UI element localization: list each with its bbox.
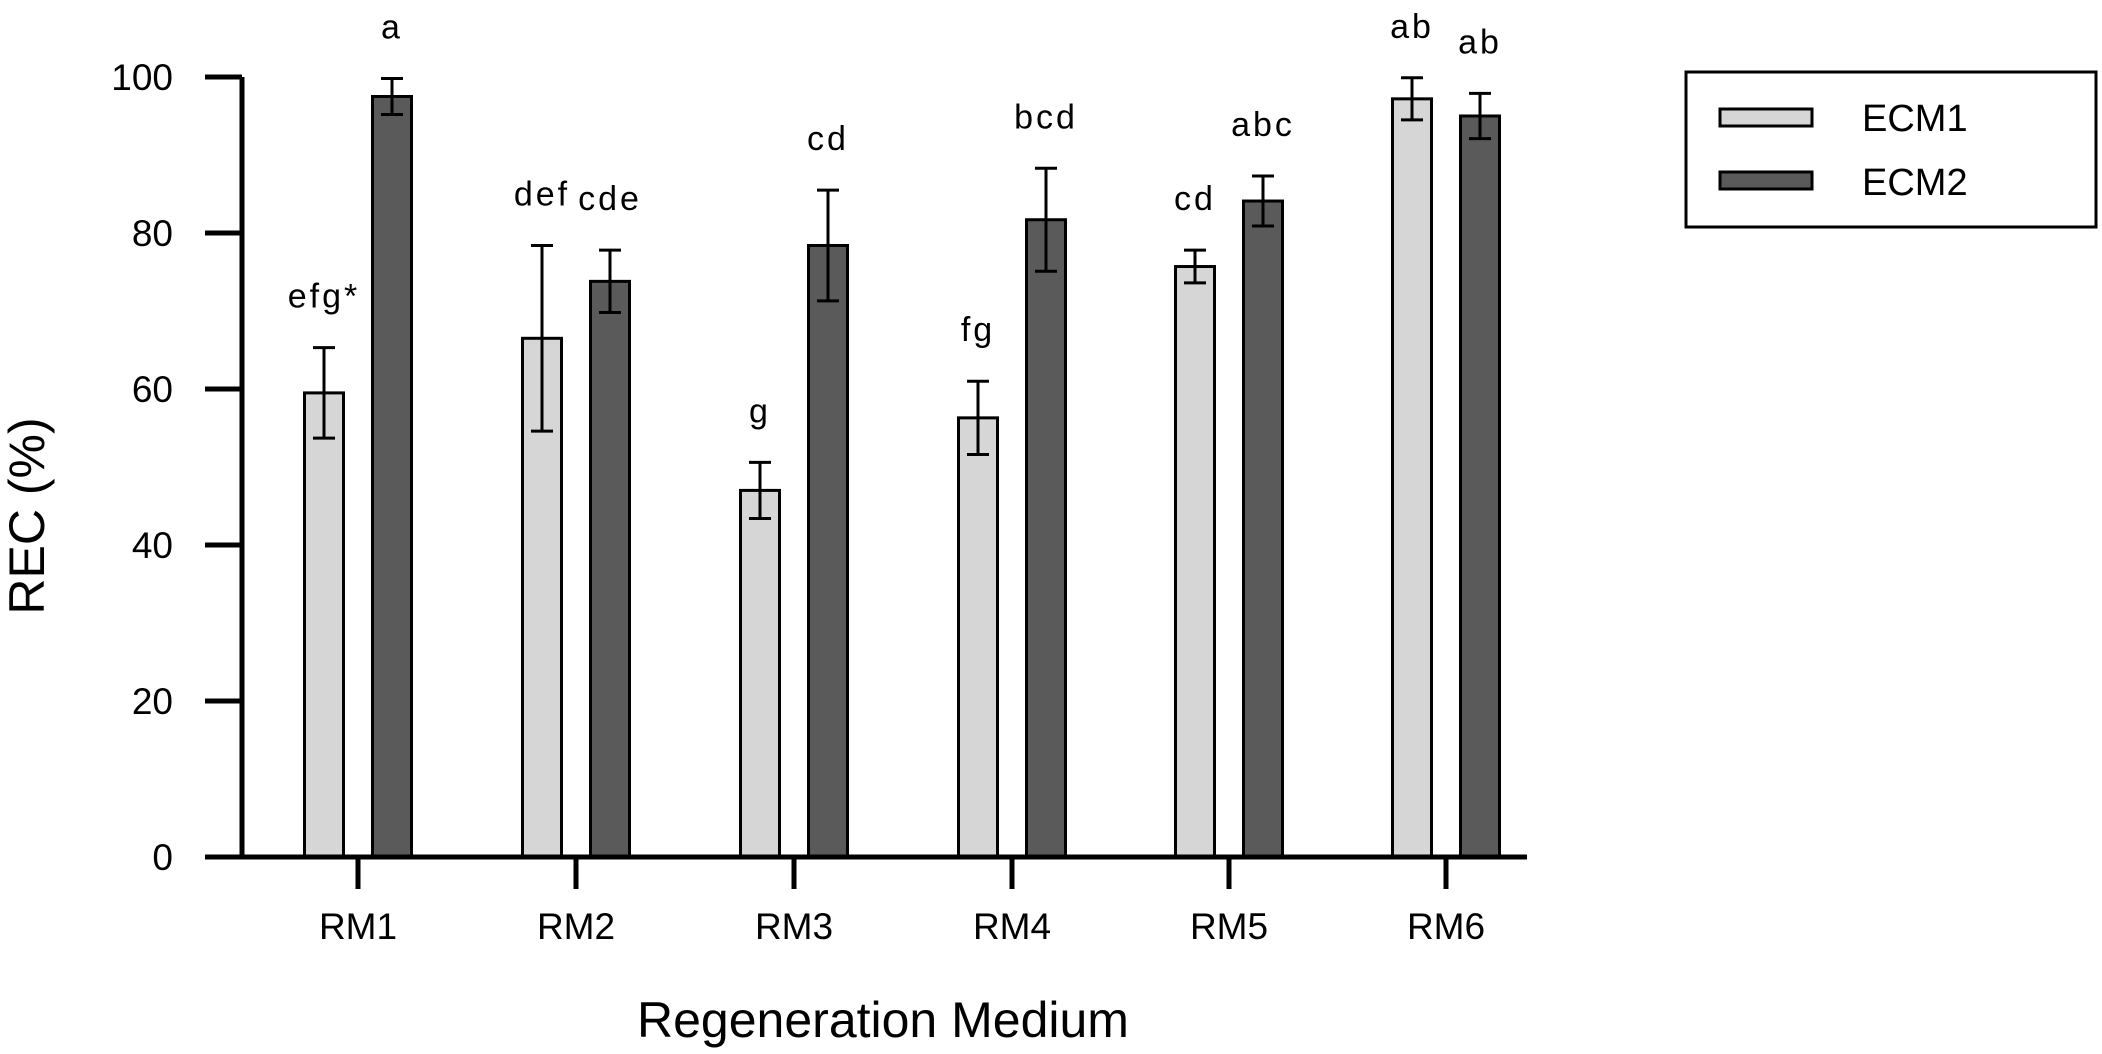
x-tick-label-rm1: RM1 [319, 906, 397, 947]
bar-ecm1-rm3 [739, 488, 781, 859]
significance-label-ecm1-rm2: def [514, 175, 570, 213]
x-tick-label-rm2: RM2 [537, 906, 615, 947]
significance-label-ecm1-rm5: cd [1174, 180, 1216, 218]
x-tick-label-rm3: RM3 [755, 906, 833, 947]
significance-label-ecm2-rm3: cd [807, 120, 849, 158]
significance-label-ecm2-rm5: abc [1231, 106, 1295, 144]
bar-ecm2-rm5 [1242, 199, 1284, 859]
y-tick-label-100: 100 [111, 57, 173, 98]
y-tick-label-60: 60 [132, 369, 173, 410]
significance-label-ecm2-rm4: bcd [1014, 98, 1078, 136]
legend-swatch-ecm2 [1718, 170, 1814, 191]
bar-ecm2-rm6 [1459, 114, 1501, 859]
y-axis-title: REC (%) [0, 417, 55, 614]
legend-swatch-ecm1 [1718, 107, 1814, 128]
plot-area: efg* def g fg cd ab a cde cd bcd abc ab [288, 8, 1502, 859]
bar-ecm2-rm3 [807, 243, 849, 859]
significance-label-ecm1-rm4: fg [961, 311, 995, 349]
y-axis: 0 20 40 60 80 100 [111, 57, 245, 878]
bar-ecm1-rm4 [957, 416, 999, 859]
bar-ecm1-rm5 [1174, 265, 1216, 859]
y-tick-label-40: 40 [132, 525, 173, 566]
significance-label-ecm1-rm3: g [749, 392, 771, 430]
significance-label-ecm2-rm1: a [381, 9, 403, 47]
legend-label-ecm1: ECM1 [1862, 98, 1968, 140]
y-tick-label-20: 20 [132, 681, 173, 722]
significance-label-ecm1-rm6: ab [1390, 8, 1434, 46]
y-tick-label-80: 80 [132, 213, 173, 254]
x-axis-title: Regeneration Medium [637, 992, 1129, 1048]
x-tick-label-rm6: RM6 [1407, 906, 1485, 947]
x-tick-label-rm4: RM4 [973, 906, 1051, 947]
legend: ECM1 ECM2 [1684, 70, 2098, 229]
bar-ecm2-rm1 [371, 95, 413, 859]
y-tick-label-0: 0 [152, 837, 173, 878]
x-tick-label-rm5: RM5 [1190, 906, 1268, 947]
significance-label-ecm1-rm1: efg* [288, 278, 361, 316]
bar-ecm2-rm4 [1025, 218, 1067, 859]
significance-label-ecm2-rm6: ab [1458, 23, 1502, 61]
bar-ecm1-rm6 [1391, 97, 1433, 859]
legend-frame [1684, 70, 2098, 229]
x-axis: RM1 RM2 RM3 RM4 RM5 RM6 [205, 854, 1527, 947]
bar-ecm2-rm2 [589, 279, 631, 859]
legend-label-ecm2: ECM2 [1862, 162, 1968, 204]
bar-ecm1-rm1 [303, 391, 345, 859]
significance-label-ecm2-rm2: cde [578, 180, 642, 218]
